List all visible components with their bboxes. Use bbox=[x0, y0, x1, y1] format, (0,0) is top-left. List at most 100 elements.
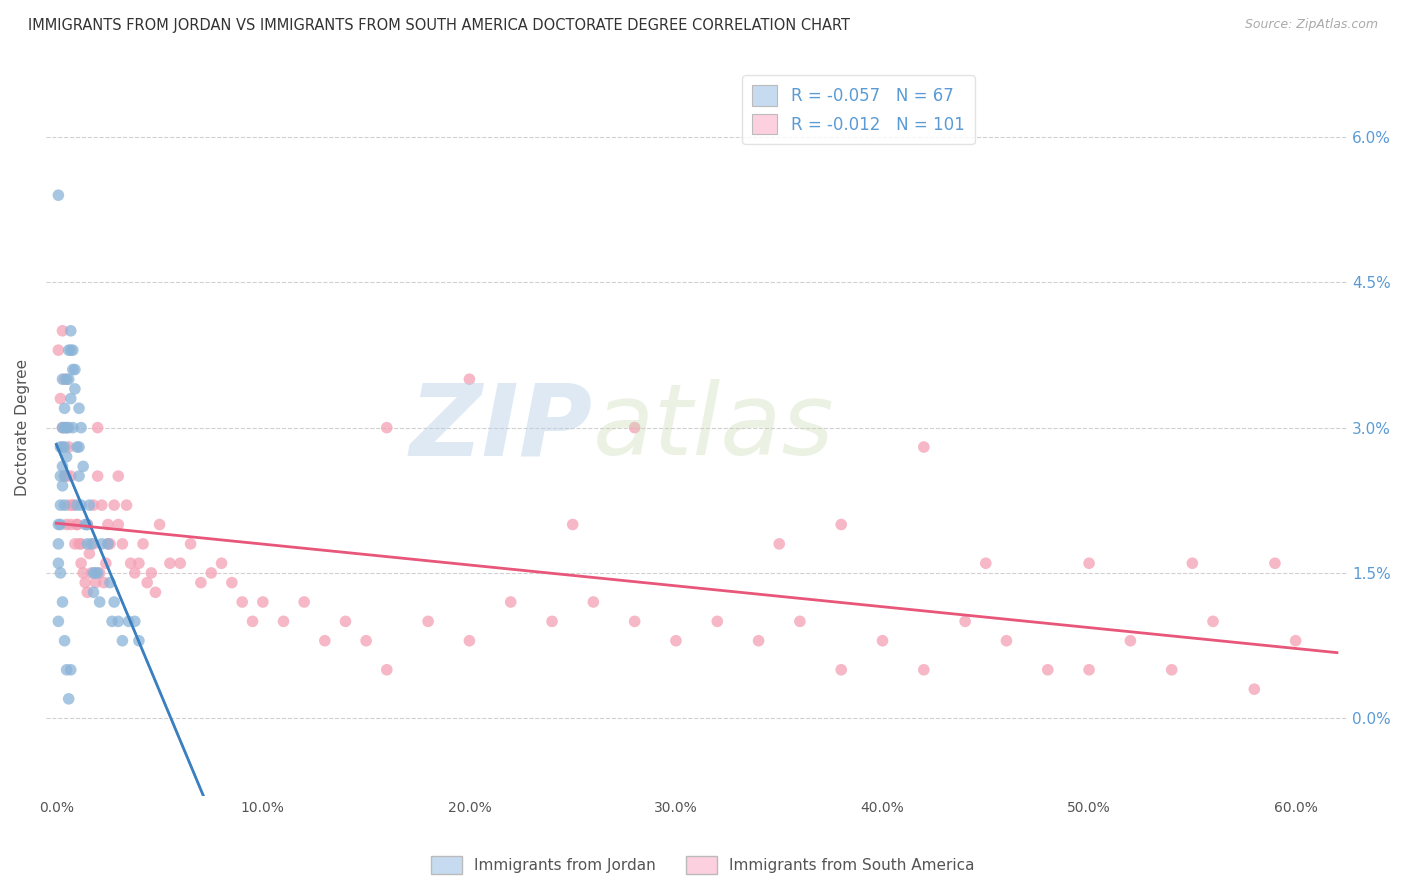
Point bbox=[67, 401, 90, 416]
Point bbox=[98, 537, 121, 551]
Point bbox=[72, 459, 94, 474]
Point bbox=[93, 575, 115, 590]
Point bbox=[51, 595, 73, 609]
Point bbox=[995, 633, 1018, 648]
Point bbox=[111, 537, 134, 551]
Point bbox=[582, 595, 605, 609]
Point bbox=[211, 556, 233, 570]
Point bbox=[1181, 556, 1204, 570]
Point bbox=[86, 469, 108, 483]
Point bbox=[665, 633, 688, 648]
Point bbox=[912, 440, 935, 454]
Point bbox=[63, 382, 86, 396]
Point bbox=[748, 633, 770, 648]
Point bbox=[51, 479, 73, 493]
Point bbox=[48, 556, 70, 570]
Point bbox=[67, 440, 90, 454]
Point bbox=[51, 459, 73, 474]
Point bbox=[59, 392, 82, 406]
Point bbox=[148, 517, 170, 532]
Point bbox=[62, 420, 84, 434]
Point bbox=[89, 595, 111, 609]
Point bbox=[49, 517, 72, 532]
Text: IMMIGRANTS FROM JORDAN VS IMMIGRANTS FROM SOUTH AMERICA DOCTORATE DEGREE CORRELA: IMMIGRANTS FROM JORDAN VS IMMIGRANTS FRO… bbox=[28, 18, 851, 33]
Point bbox=[768, 537, 790, 551]
Point bbox=[912, 663, 935, 677]
Point bbox=[103, 498, 125, 512]
Point bbox=[49, 392, 72, 406]
Point bbox=[62, 343, 84, 358]
Point bbox=[132, 537, 155, 551]
Point bbox=[84, 575, 107, 590]
Point bbox=[1284, 633, 1306, 648]
Point bbox=[111, 633, 134, 648]
Point bbox=[59, 663, 82, 677]
Point bbox=[541, 615, 564, 629]
Point bbox=[53, 469, 76, 483]
Point bbox=[169, 556, 191, 570]
Point bbox=[1243, 682, 1265, 697]
Point bbox=[53, 420, 76, 434]
Point bbox=[354, 633, 377, 648]
Point bbox=[79, 547, 101, 561]
Point bbox=[51, 372, 73, 386]
Point bbox=[58, 343, 80, 358]
Point bbox=[458, 372, 481, 386]
Point bbox=[67, 469, 90, 483]
Point bbox=[1036, 663, 1059, 677]
Point bbox=[242, 615, 264, 629]
Point bbox=[76, 517, 98, 532]
Point bbox=[124, 615, 146, 629]
Point bbox=[66, 440, 89, 454]
Point bbox=[79, 498, 101, 512]
Point bbox=[70, 498, 93, 512]
Point bbox=[70, 537, 93, 551]
Point bbox=[86, 566, 108, 580]
Point bbox=[62, 362, 84, 376]
Point bbox=[830, 663, 852, 677]
Point bbox=[51, 324, 73, 338]
Point bbox=[101, 615, 124, 629]
Point bbox=[63, 362, 86, 376]
Point bbox=[66, 517, 89, 532]
Point bbox=[59, 343, 82, 358]
Point bbox=[55, 517, 77, 532]
Point bbox=[72, 566, 94, 580]
Point bbox=[375, 663, 398, 677]
Legend: R = -0.057   N = 67, R = -0.012   N = 101: R = -0.057 N = 67, R = -0.012 N = 101 bbox=[742, 75, 974, 145]
Point bbox=[53, 498, 76, 512]
Point bbox=[48, 188, 70, 202]
Point bbox=[58, 498, 80, 512]
Point bbox=[107, 615, 129, 629]
Point bbox=[1078, 556, 1101, 570]
Point bbox=[70, 420, 93, 434]
Point bbox=[94, 556, 117, 570]
Point bbox=[141, 566, 163, 580]
Point bbox=[1264, 556, 1286, 570]
Point bbox=[62, 498, 84, 512]
Point bbox=[90, 537, 112, 551]
Point bbox=[375, 420, 398, 434]
Point bbox=[76, 585, 98, 599]
Point bbox=[789, 615, 811, 629]
Point bbox=[55, 420, 77, 434]
Legend: Immigrants from Jordan, Immigrants from South America: Immigrants from Jordan, Immigrants from … bbox=[425, 850, 981, 880]
Point bbox=[107, 469, 129, 483]
Point bbox=[48, 615, 70, 629]
Point bbox=[53, 440, 76, 454]
Point bbox=[75, 517, 97, 532]
Point bbox=[53, 633, 76, 648]
Point bbox=[120, 556, 142, 570]
Point bbox=[86, 420, 108, 434]
Point bbox=[561, 517, 583, 532]
Point bbox=[706, 615, 728, 629]
Point bbox=[97, 537, 120, 551]
Point bbox=[63, 537, 86, 551]
Point bbox=[76, 537, 98, 551]
Point bbox=[221, 575, 243, 590]
Point bbox=[252, 595, 274, 609]
Point bbox=[82, 585, 104, 599]
Point bbox=[97, 537, 120, 551]
Point bbox=[974, 556, 997, 570]
Point bbox=[623, 615, 645, 629]
